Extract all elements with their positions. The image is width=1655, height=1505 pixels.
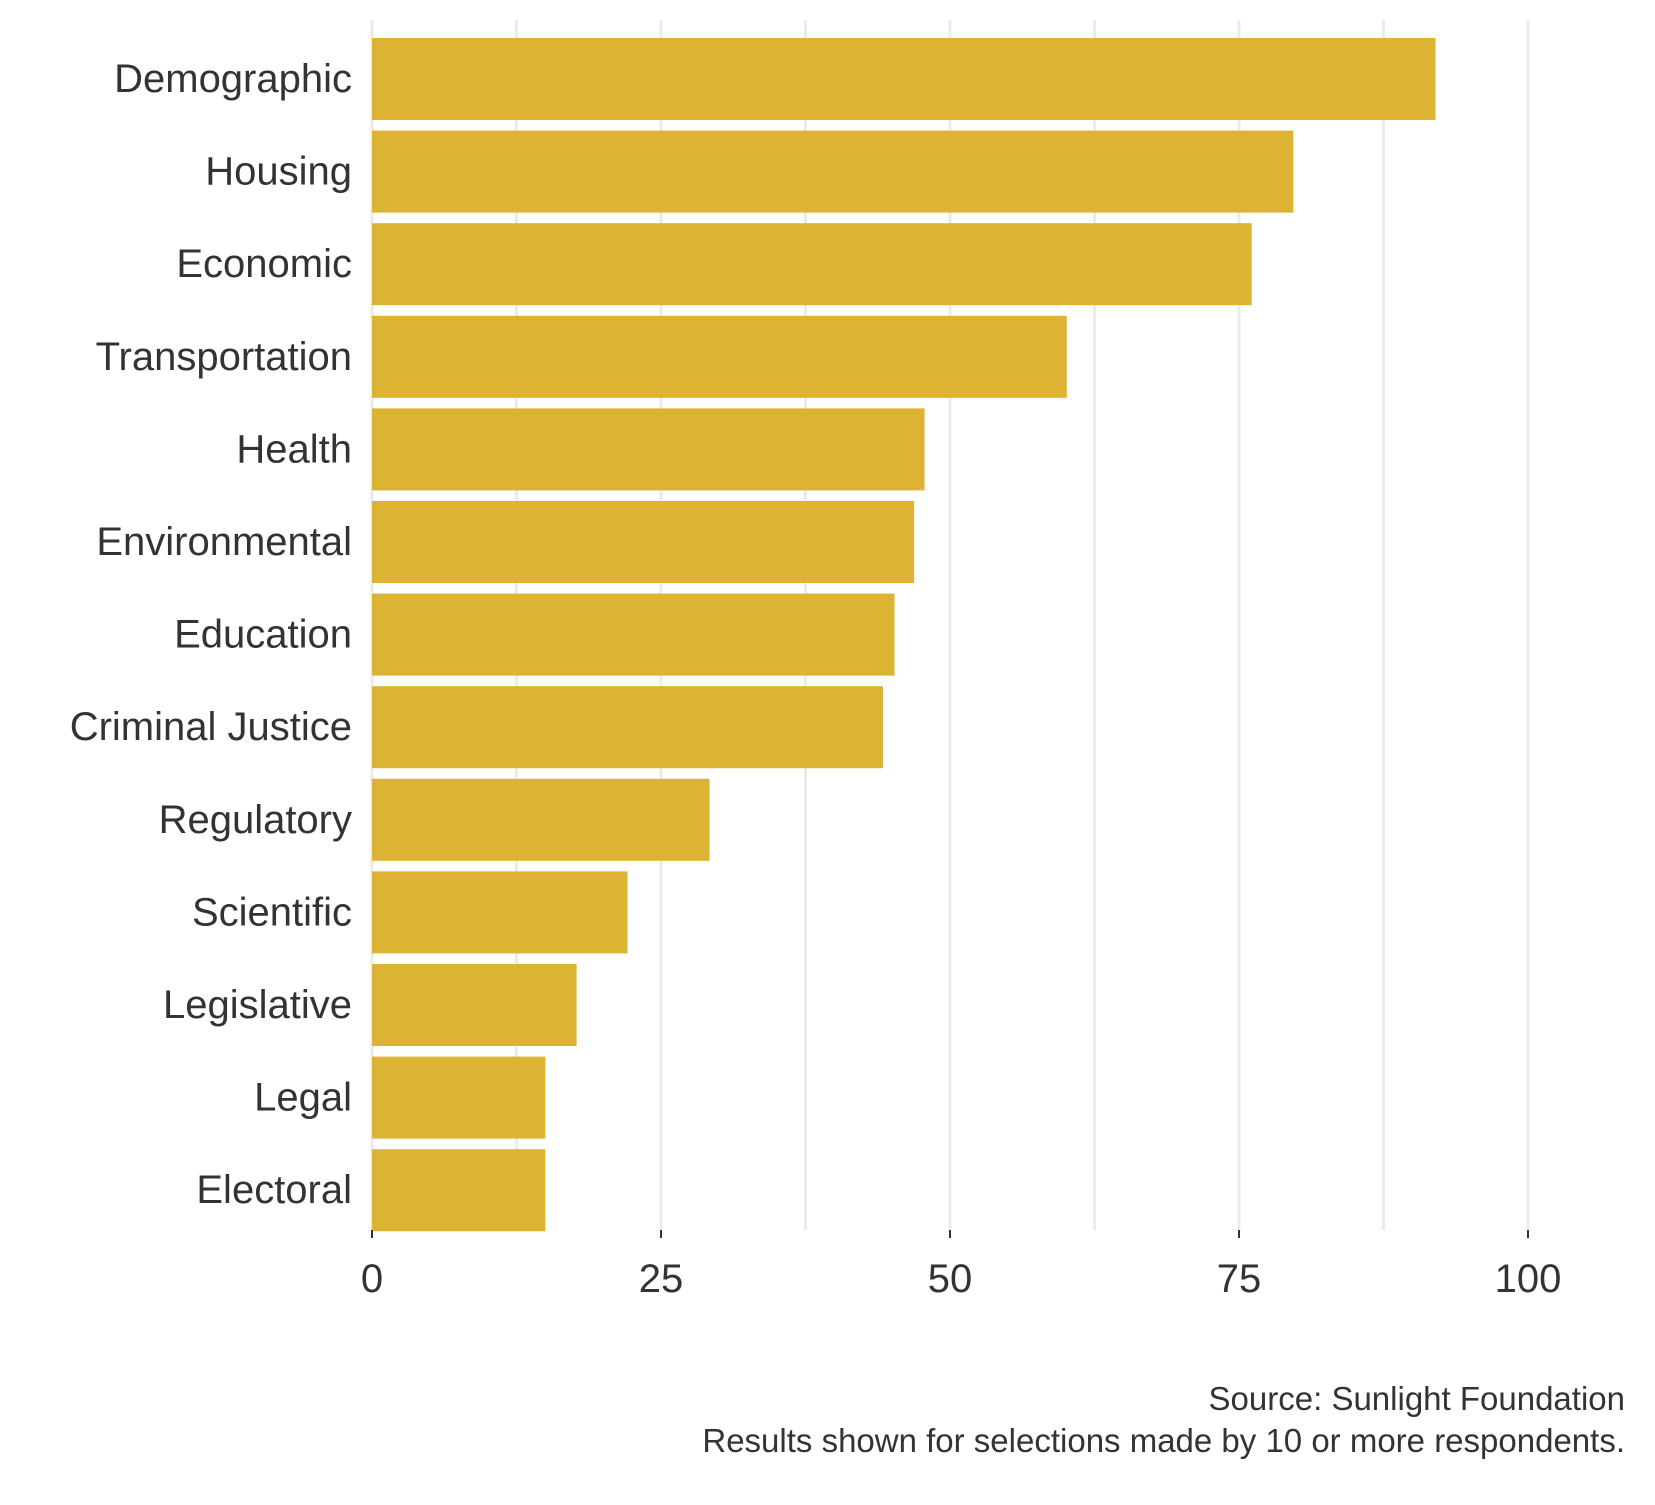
x-tick-label-100: 100 (1495, 1257, 1562, 1301)
category-label-legal: Legal (254, 1076, 352, 1120)
x-axis: 0 25 50 75 100 (361, 1230, 1562, 1301)
bar-housing (372, 130, 1294, 213)
category-label-housing: Housing (205, 150, 352, 194)
x-tick-label-50: 50 (928, 1257, 973, 1301)
category-label-education: Education (174, 613, 352, 657)
category-label-criminal-justice: Criminal Justice (70, 705, 352, 749)
category-label-economic: Economic (176, 242, 352, 286)
x-tick-label-75: 75 (1217, 1257, 1262, 1301)
x-tick-label-0: 0 (361, 1257, 383, 1301)
category-label-demographic: Demographic (114, 57, 352, 101)
bar-layer (372, 38, 1436, 1232)
category-label-scientific: Scientific (192, 890, 352, 934)
category-label-legislative: Legislative (163, 983, 352, 1027)
x-tick-label-25: 25 (639, 1257, 684, 1301)
caption-source: Source: Sunlight Foundation (1208, 1380, 1625, 1417)
category-label-environmental: Environmental (96, 520, 352, 564)
bar-education (372, 593, 895, 676)
caption-note: Results shown for selections made by 10 … (702, 1422, 1625, 1459)
category-label-health: Health (236, 427, 352, 471)
bar-chart: Demographic Housing Economic Transportation… (70, 20, 1562, 1301)
bar-electoral (372, 1149, 546, 1232)
bar-environmental (372, 501, 915, 583)
bar-regulatory (372, 778, 710, 861)
bar-demographic (372, 38, 1436, 120)
category-label-transportation: Transportation (96, 335, 352, 379)
bar-criminal-justice (372, 686, 883, 769)
category-label-regulatory: Regulatory (159, 798, 352, 842)
bar-legal (372, 1056, 546, 1139)
bar-transportation (372, 315, 1067, 398)
bar-scientific (372, 871, 628, 954)
bar-legislative (372, 964, 577, 1046)
bar-economic (372, 223, 1252, 306)
category-label-electoral: Electoral (196, 1168, 352, 1212)
category-label-layer: Demographic Housing Economic Transportation… (70, 57, 352, 1212)
bar-health (372, 408, 925, 491)
